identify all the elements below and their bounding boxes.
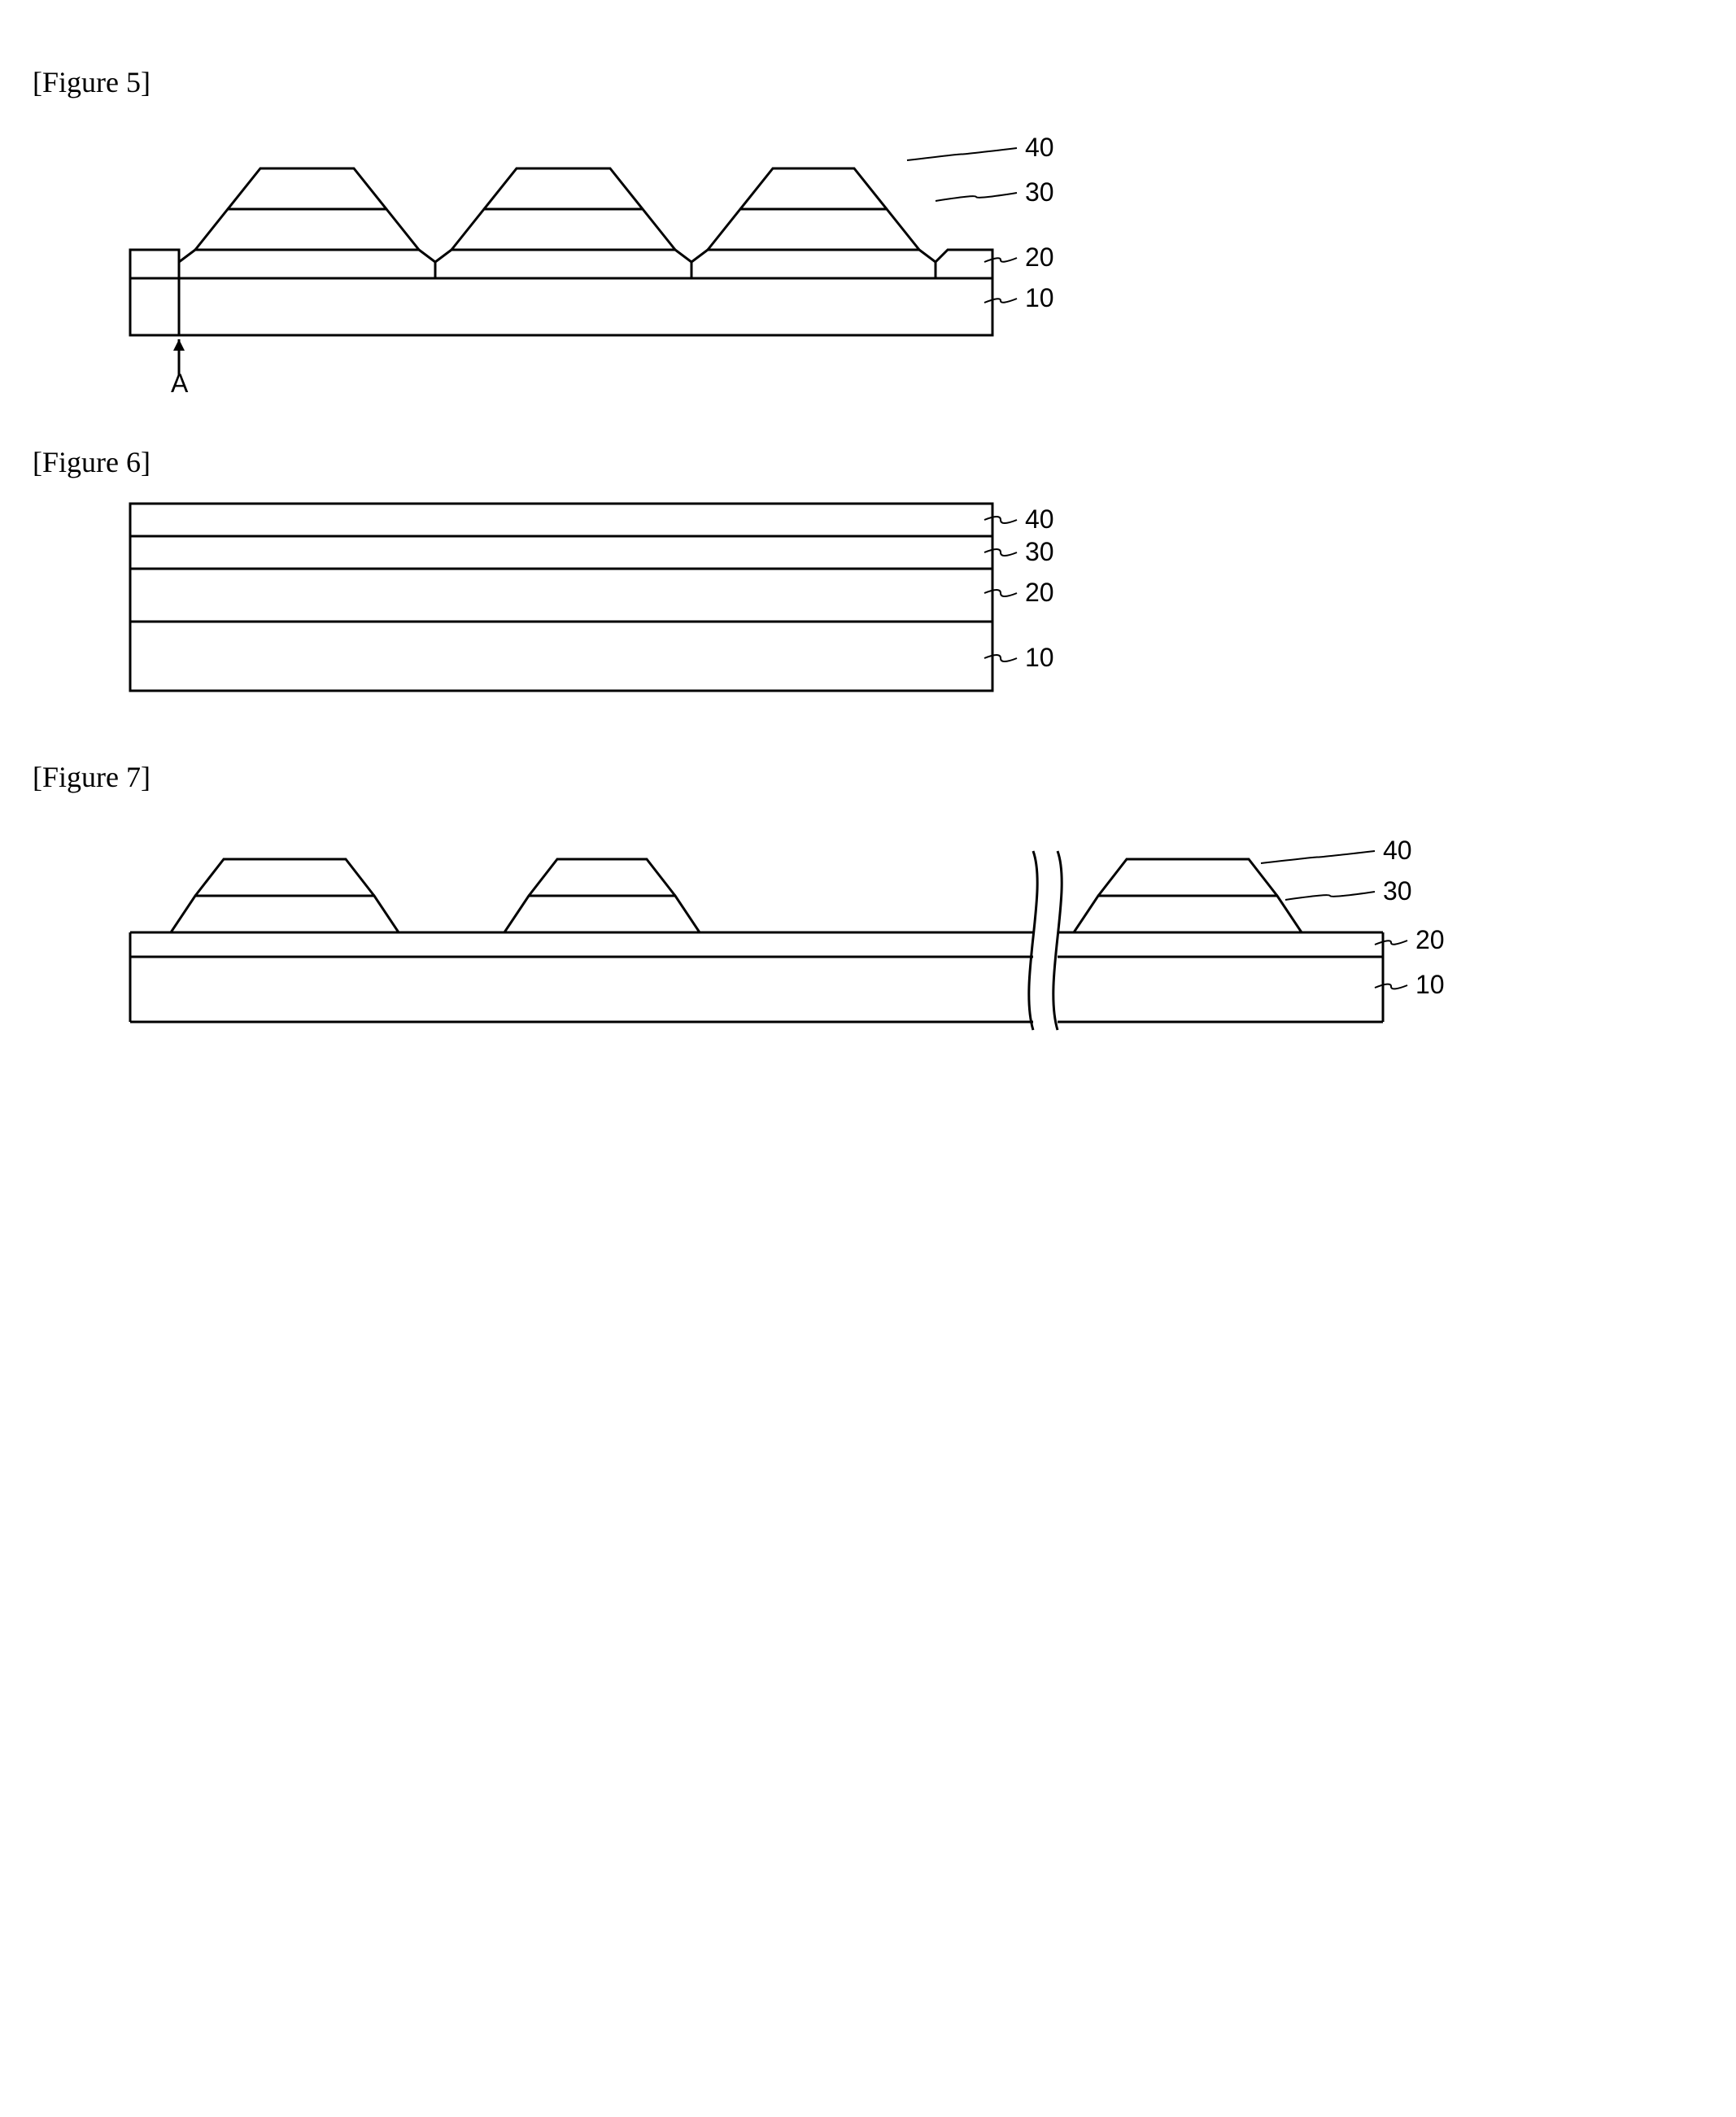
svg-text:40: 40 xyxy=(1025,133,1054,162)
svg-text:40: 40 xyxy=(1383,836,1412,865)
svg-text:10: 10 xyxy=(1415,970,1445,999)
figure-6-label: [Figure 6] xyxy=(33,445,1703,479)
svg-text:30: 30 xyxy=(1025,177,1054,207)
svg-text:40: 40 xyxy=(1025,504,1054,534)
svg-text:10: 10 xyxy=(1025,283,1054,312)
svg-text:20: 20 xyxy=(1025,578,1054,607)
figure-5-container: 40 30 20 10 A xyxy=(114,116,1703,396)
svg-text:30: 30 xyxy=(1383,876,1412,906)
svg-text:10: 10 xyxy=(1025,643,1054,672)
svg-text:20: 20 xyxy=(1025,242,1054,272)
svg-text:30: 30 xyxy=(1025,537,1054,566)
svg-text:A: A xyxy=(171,369,189,392)
figure-5-diagram: 40 30 20 10 A xyxy=(114,116,1090,392)
figure-6-diagram: 40 30 20 10 xyxy=(114,495,1090,707)
figure-7-container: 40 3020 10 xyxy=(114,810,1703,1042)
figure-6-container: 40 30 20 10 xyxy=(114,495,1703,711)
figure-5-label: [Figure 5] xyxy=(33,65,1703,99)
figure-7-diagram: 40 3020 10 xyxy=(114,810,1497,1038)
svg-text:20: 20 xyxy=(1415,925,1445,954)
figure-7-label: [Figure 7] xyxy=(33,760,1703,794)
